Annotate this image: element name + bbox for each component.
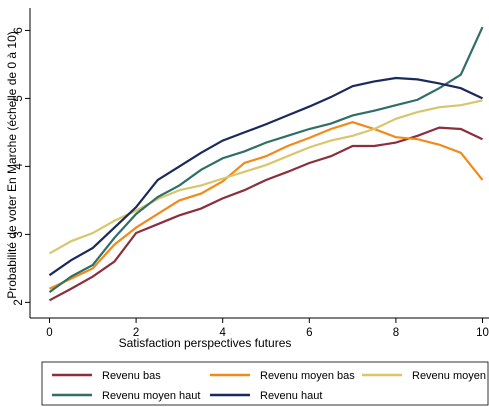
x-tick-label: 8 (393, 327, 399, 339)
x-tick-label: 10 (476, 327, 489, 339)
legend-label: Revenu moyen bas (260, 370, 355, 382)
x-tick-label: 6 (306, 327, 312, 339)
x-axis-title: Satisfaction perspectives futures (119, 336, 292, 350)
legend-box (41, 361, 489, 406)
series-line (48, 99, 483, 255)
legend-label: Revenu moyen haut (102, 390, 200, 402)
x-tick-label: 0 (46, 327, 52, 339)
series-line (48, 26, 484, 294)
y-tick-label: 6 (13, 27, 25, 33)
legend-label: Revenu haut (260, 390, 322, 402)
x-tick-label: 4 (219, 327, 226, 339)
y-tick-label: 4 (13, 163, 25, 170)
x-tick-label: 2 (133, 327, 139, 339)
series-line (48, 126, 483, 302)
legend-label: Revenu moyen (412, 370, 486, 382)
y-tick-label: 2 (13, 299, 25, 305)
legend-label: Revenu bas (102, 370, 161, 382)
y-tick-label: 3 (13, 231, 25, 237)
y-tick-label: 5 (13, 95, 25, 101)
series-line (48, 76, 483, 277)
y-axis-title: Probabilité de voter En Marche (échelle … (5, 31, 19, 299)
series-line (49, 121, 484, 290)
